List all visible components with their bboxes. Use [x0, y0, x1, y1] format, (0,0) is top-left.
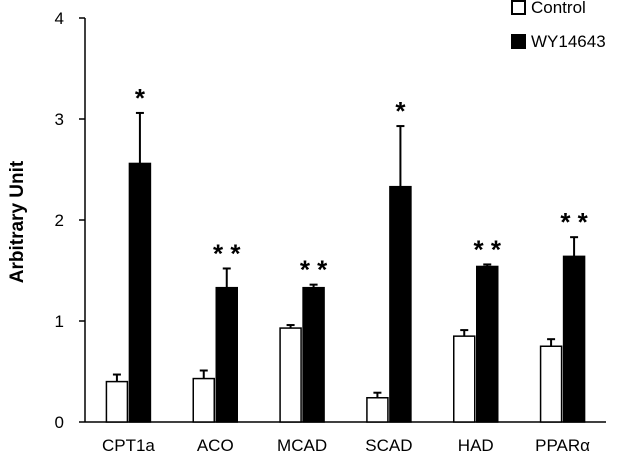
bar-control	[366, 397, 389, 423]
y-tick-label: 3	[55, 110, 64, 129]
significance-markers: * * * * * * * * * *	[135, 83, 589, 285]
legend-label-control: Control	[531, 0, 586, 17]
significance-marker: * *	[300, 255, 328, 285]
x-category-label: CPT1a	[102, 436, 155, 455]
bars	[105, 162, 586, 423]
bar-wy14643	[128, 162, 152, 423]
bar-wy14643	[302, 286, 325, 423]
error-bars	[112, 111, 579, 398]
bar-control	[539, 345, 563, 423]
x-category-label: MCAD	[277, 436, 327, 455]
significance-marker: * *	[213, 238, 241, 268]
bar-control	[105, 380, 129, 423]
legend-swatch-wy14643	[511, 34, 526, 49]
bar-wy14643	[476, 265, 499, 423]
legend: Control WY14643	[511, 0, 606, 51]
axes	[79, 17, 606, 423]
bar-control	[453, 335, 476, 423]
y-tick-label: 4	[55, 9, 64, 28]
significance-marker: * *	[474, 234, 502, 264]
legend-swatch-control	[511, 0, 526, 15]
y-tick-label: 2	[55, 211, 64, 230]
bar-wy14643	[215, 286, 238, 423]
y-axis-title: Arbitrary Unit	[7, 160, 28, 283]
bar-control	[279, 327, 302, 423]
significance-marker: *	[395, 96, 406, 126]
significance-marker: *	[135, 83, 146, 113]
y-tick-label: 1	[55, 312, 64, 331]
bar-control	[192, 377, 215, 423]
axis-labels: 0 1 2 3 4 CPT1a ACO MCAD SCAD HAD PPARα	[55, 9, 591, 455]
x-category-label: ACO	[197, 436, 234, 455]
bar-wy14643	[562, 255, 586, 423]
x-category-label: PPARα	[535, 436, 590, 455]
x-category-label: SCAD	[365, 436, 412, 455]
x-category-label: HAD	[458, 436, 494, 455]
y-tick-label: 0	[55, 413, 64, 432]
legend-label-wy14643: WY14643	[531, 32, 606, 51]
significance-marker: * *	[560, 207, 588, 237]
bar-wy14643	[389, 185, 412, 423]
